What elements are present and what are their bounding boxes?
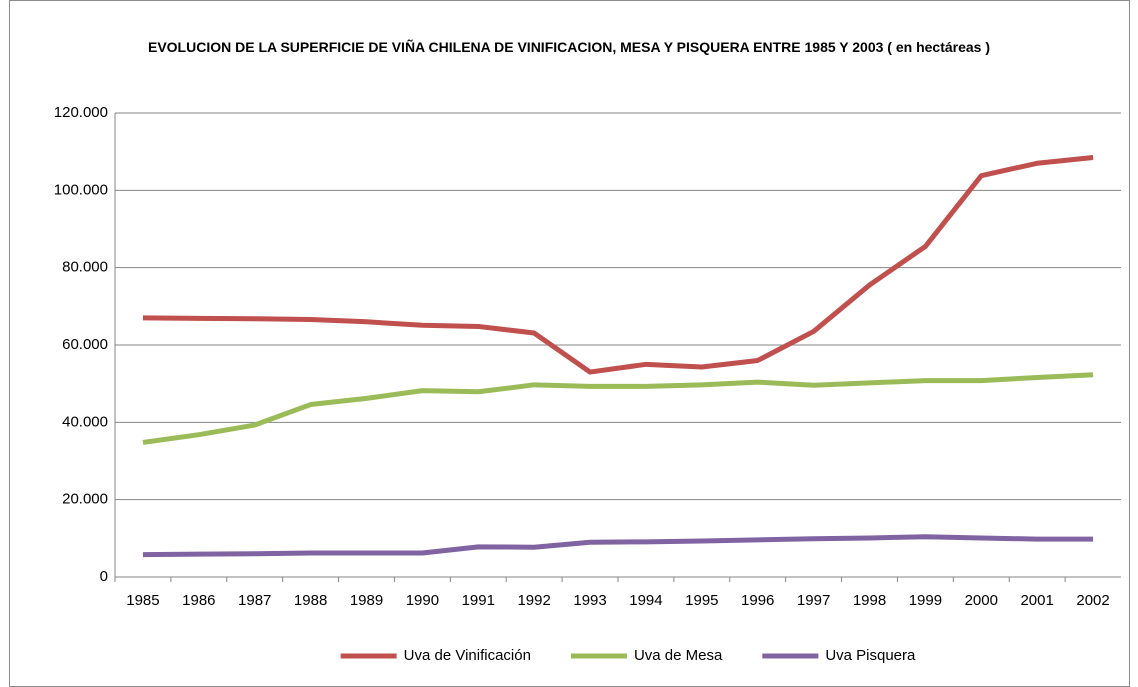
series-line [142,534,1094,558]
x-tick-label: 1997 [797,592,830,609]
legend-label: Uva de Vinificación [404,647,531,664]
y-tick-label: 60.000 [62,336,108,353]
y-tick-label: 100.000 [54,181,108,198]
chart-frame [9,0,1130,687]
y-tick-label: 20.000 [62,491,108,508]
x-tick-label: 1989 [350,592,383,609]
y-tick-label: 40.000 [62,413,108,430]
x-tick-label: 1988 [294,592,327,609]
y-tick-label: 120.000 [54,104,108,121]
legend-label: Uva Pisquera [825,647,916,664]
x-tick-label: 1990 [406,592,439,609]
x-tick-label: 1993 [573,592,606,609]
legend-label: Uva de Mesa [634,647,723,664]
x-tick-label: 1985 [126,592,159,609]
x-tick-label: 1986 [182,592,215,609]
y-tick-label: 0 [100,568,108,585]
x-tick-label: 1999 [909,592,942,609]
x-tick-label: 1998 [853,592,886,609]
x-tick-label: 1995 [685,592,718,609]
x-tick-label: 1994 [629,592,662,609]
x-tick-label: 2000 [965,592,998,609]
chart-title: EVOLUCION DE LA SUPERFICIE DE VIÑA CHILE… [147,39,991,55]
series-line [142,154,1094,375]
series-line [142,372,1094,445]
x-tick-label: 2002 [1076,592,1109,609]
x-tick-label: 1996 [741,592,774,609]
x-tick-label: 2001 [1020,592,1053,609]
x-tick-label: 1991 [462,592,495,609]
x-tick-label: 1992 [517,592,550,609]
y-tick-label: 80.000 [62,259,108,276]
x-tick-label: 1987 [238,592,271,609]
